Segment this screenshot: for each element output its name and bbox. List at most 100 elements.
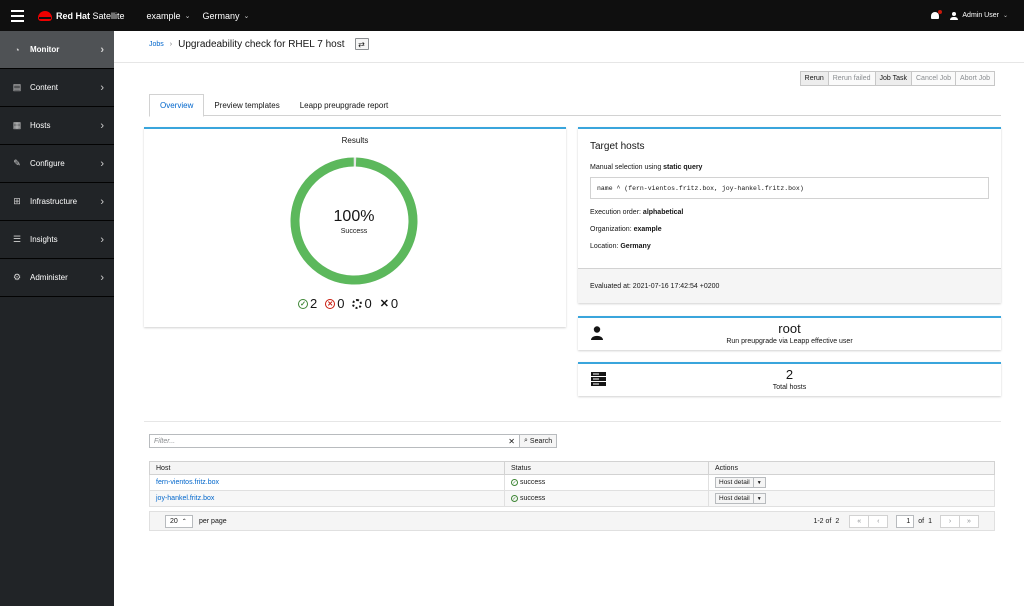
host-detail-label: Host detail (719, 495, 750, 502)
job-task-button[interactable]: Job Task (874, 71, 912, 86)
error-circle-icon: ✕ (325, 298, 336, 309)
tab-preview-templates[interactable]: Preview templates (214, 100, 280, 110)
results-title: Results (341, 136, 369, 145)
tab-leapp-report[interactable]: Leapp preupgrade report (299, 100, 389, 110)
book-icon: ▤ (12, 82, 22, 92)
sidebar-item-insights[interactable]: ☰ Insights › (0, 221, 114, 259)
location-switcher[interactable]: Germany ⌄ (202, 11, 249, 21)
section-divider (144, 421, 1001, 422)
filter-input[interactable]: Filter... ✕ (149, 434, 520, 448)
table-row: joy-hankel.fritz.box ✓ success Host detai… (149, 490, 995, 507)
pending-count-value: 0 (364, 296, 372, 311)
location-field-label: Location: (590, 243, 621, 250)
status-text: success (520, 495, 546, 503)
sidebar-item-label: Content (30, 83, 59, 92)
table-row: fern-vientos.fritz.box ✓ success Host det… (149, 474, 995, 491)
table-header-row: Host Status Actions (149, 461, 995, 475)
evaluated-at: Evaluated at: 2021-07-16 17:42:54 +0200 (578, 268, 1001, 303)
brand-name-bold: Red Hat (56, 10, 91, 21)
chevron-down-icon[interactable]: ▼ (752, 478, 765, 487)
user-name: Admin User (962, 12, 999, 19)
first-page-icon[interactable]: « (849, 514, 870, 528)
cancelled-icon: ✕ (379, 298, 389, 310)
chevron-right-icon: › (100, 119, 104, 132)
organization-label: example (146, 10, 181, 21)
breadcrumb-separator: › (169, 40, 173, 48)
organization-field-label: Organization: (590, 226, 634, 233)
main-content: Jobs › Upgradeability check for RHEL 7 h… (114, 31, 1024, 606)
check-circle-icon: ✓ (298, 298, 308, 309)
user-menu[interactable]: Admin User ⌄ (950, 11, 1008, 20)
last-page-icon[interactable]: » (959, 514, 979, 528)
sidebar-item-configure[interactable]: ✎ Configure › (0, 145, 114, 183)
chevron-right-icon: › (100, 271, 104, 284)
chevron-right-icon: › (100, 43, 104, 56)
hosts-table: Host Status Actions fern-vientos.fritz.b… (149, 461, 995, 507)
target-hosts-card: Target hosts Manual selection using stat… (578, 127, 1001, 303)
search-query-box: name ^ (fern-vientos.fritz.box, joy-hank… (590, 177, 989, 199)
prev-page-icon[interactable]: ‹ (868, 514, 889, 528)
organization-line: Organization: example (590, 226, 1001, 233)
chevron-down-icon[interactable]: ▼ (752, 494, 765, 503)
hamburger-menu-icon[interactable] (0, 0, 34, 31)
host-detail-button[interactable]: Host detail ▼ (715, 477, 766, 488)
dashboard-icon: ◔ (14, 44, 20, 55)
top-navbar: Red Hat Satellite example ⌄ Germany ⌄ Ad… (0, 0, 1024, 31)
location-value: Germany (620, 243, 651, 250)
pending-count: 0 (352, 296, 372, 311)
host-link[interactable]: joy-hankel.fritz.box (156, 495, 215, 502)
sidebar-item-hosts[interactable]: ▦ Hosts › (0, 107, 114, 145)
location-label: Germany (202, 10, 240, 21)
page-input[interactable]: 1 (896, 514, 915, 528)
organization-switcher[interactable]: example ⌄ (147, 11, 191, 21)
page-of-label: of (918, 517, 925, 525)
success-count-value: 2 (310, 296, 318, 311)
selection-prefix: Manual selection using (590, 164, 664, 171)
sidebar-item-monitor[interactable]: ◔ Monitor › (0, 31, 114, 69)
network-icon: ⊞ (13, 196, 21, 206)
abort-job-button[interactable]: Abort Job (955, 71, 995, 86)
rerun-button[interactable]: Rerun (799, 71, 829, 86)
organization-value: example (633, 226, 662, 233)
per-page-label: per page (199, 517, 227, 525)
user-icon (591, 326, 603, 340)
results-donut (290, 157, 418, 285)
sidebar-item-administer[interactable]: ⚙ Administer › (0, 259, 114, 297)
brand-logo[interactable]: Red Hat Satellite (38, 10, 125, 21)
sidebar-item-label: Hosts (30, 121, 51, 130)
sidebar-item-label: Insights (30, 235, 58, 244)
host-detail-button[interactable]: Host detail ▼ (715, 493, 766, 504)
chevron-right-icon: › (100, 157, 104, 170)
total-hosts-label: Total hosts (772, 384, 807, 391)
server-stack-icon (591, 372, 606, 386)
next-page-icon[interactable]: › (940, 514, 960, 528)
chevron-right-icon: › (100, 195, 104, 208)
rerun-failed-button[interactable]: Rerun failed (827, 71, 876, 86)
notification-bell-icon[interactable] (930, 9, 943, 21)
sidebar-item-content[interactable]: ▤ Content › (0, 69, 114, 107)
failed-count-value: 0 (337, 296, 345, 311)
breadcrumb-jobs-link[interactable]: Jobs (149, 40, 164, 48)
pagination-range: 1-2 of (813, 517, 832, 525)
search-button-label: Search (529, 437, 553, 445)
search-icon: ⌕ (524, 437, 528, 444)
total-hosts-card: 2 Total hosts (578, 362, 1001, 396)
execution-order-line: Execution order: alphabetical (590, 209, 1001, 216)
per-page-select[interactable]: 20 ⌃ (165, 514, 193, 528)
sidebar-item-infrastructure[interactable]: ⊞ Infrastructure › (0, 183, 114, 221)
cancelled-count-value: 0 (390, 296, 399, 311)
switcher-button[interactable]: ⇄ (354, 38, 369, 50)
page-title: Upgradeability check for RHEL 7 host (178, 38, 345, 50)
clear-icon[interactable]: ✕ (508, 436, 515, 446)
sidebar-item-label: Infrastructure (30, 197, 78, 206)
cancel-job-button[interactable]: Cancel Job (911, 71, 957, 86)
total-hosts-value: 2 (785, 367, 794, 382)
status-counts: ✓ 2 ✕ 0 0 ✕ 0 (298, 296, 398, 311)
redhat-hat-icon (38, 10, 52, 21)
job-tabs: Overview Preview templates Leapp preupgr… (149, 94, 1001, 117)
column-header-status: Status (504, 461, 709, 475)
host-link[interactable]: fern-vientos.fritz.box (156, 479, 220, 486)
tab-overview[interactable]: Overview (149, 94, 205, 117)
server-icon: ▦ (12, 120, 22, 130)
search-button[interactable]: ⌕ Search (520, 434, 558, 448)
